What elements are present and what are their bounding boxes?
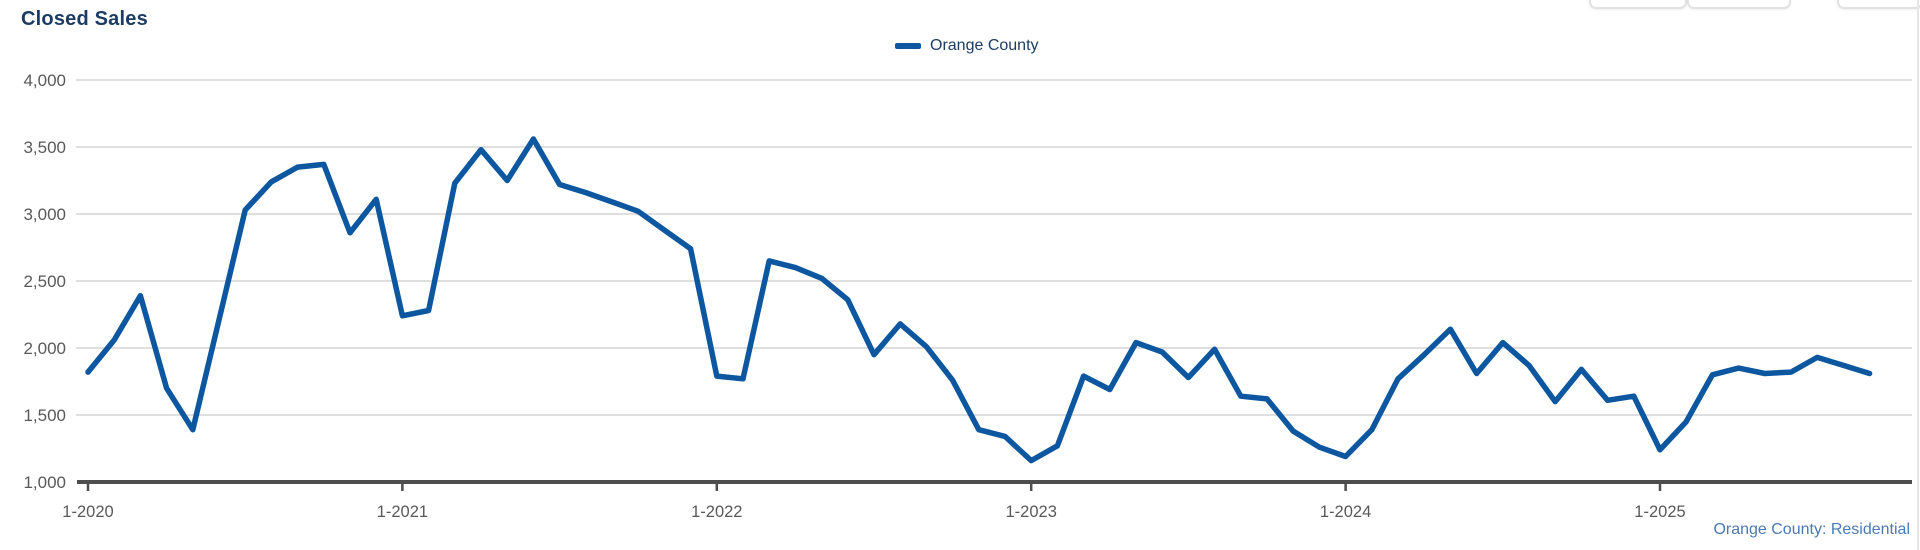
legend-line-swatch bbox=[895, 43, 921, 49]
x-axis-tick-label: 1-2024 bbox=[1320, 503, 1371, 521]
legend-label: Orange County bbox=[930, 37, 1039, 54]
y-axis-tick-label: 2,000 bbox=[23, 339, 66, 358]
legend-item-orange-county[interactable]: Orange County bbox=[895, 37, 1039, 55]
toolbar-button-cutoff-2[interactable] bbox=[1687, 0, 1791, 9]
series-line-orange-county bbox=[85, 136, 1873, 464]
x-axis-tick-label: 1-2023 bbox=[1006, 503, 1057, 521]
right-edge-divider bbox=[1917, 0, 1919, 550]
y-axis-tick-label: 4,000 bbox=[23, 71, 66, 90]
y-axis-tick-label: 1,500 bbox=[23, 406, 66, 425]
x-axis-tick-label: 1-2025 bbox=[1634, 503, 1685, 521]
x-axis-tick-label: 1-2021 bbox=[377, 503, 428, 521]
toolbar-button-cutoff-1[interactable] bbox=[1589, 0, 1687, 9]
toolbar-button-cutoff-3[interactable] bbox=[1837, 0, 1920, 9]
x-axis-tick-label: 1-2020 bbox=[62, 503, 113, 521]
source-note: Orange County: Residential bbox=[1713, 521, 1910, 538]
x-axis-tick-label: 1-2022 bbox=[691, 503, 742, 521]
y-axis-tick-label: 2,500 bbox=[23, 272, 66, 291]
y-axis-tick-label: 3,000 bbox=[23, 205, 66, 224]
y-axis-tick-label: 1,000 bbox=[23, 473, 66, 492]
y-axis-tick-label: 3,500 bbox=[23, 138, 66, 157]
chart-title: Closed Sales bbox=[21, 8, 148, 30]
